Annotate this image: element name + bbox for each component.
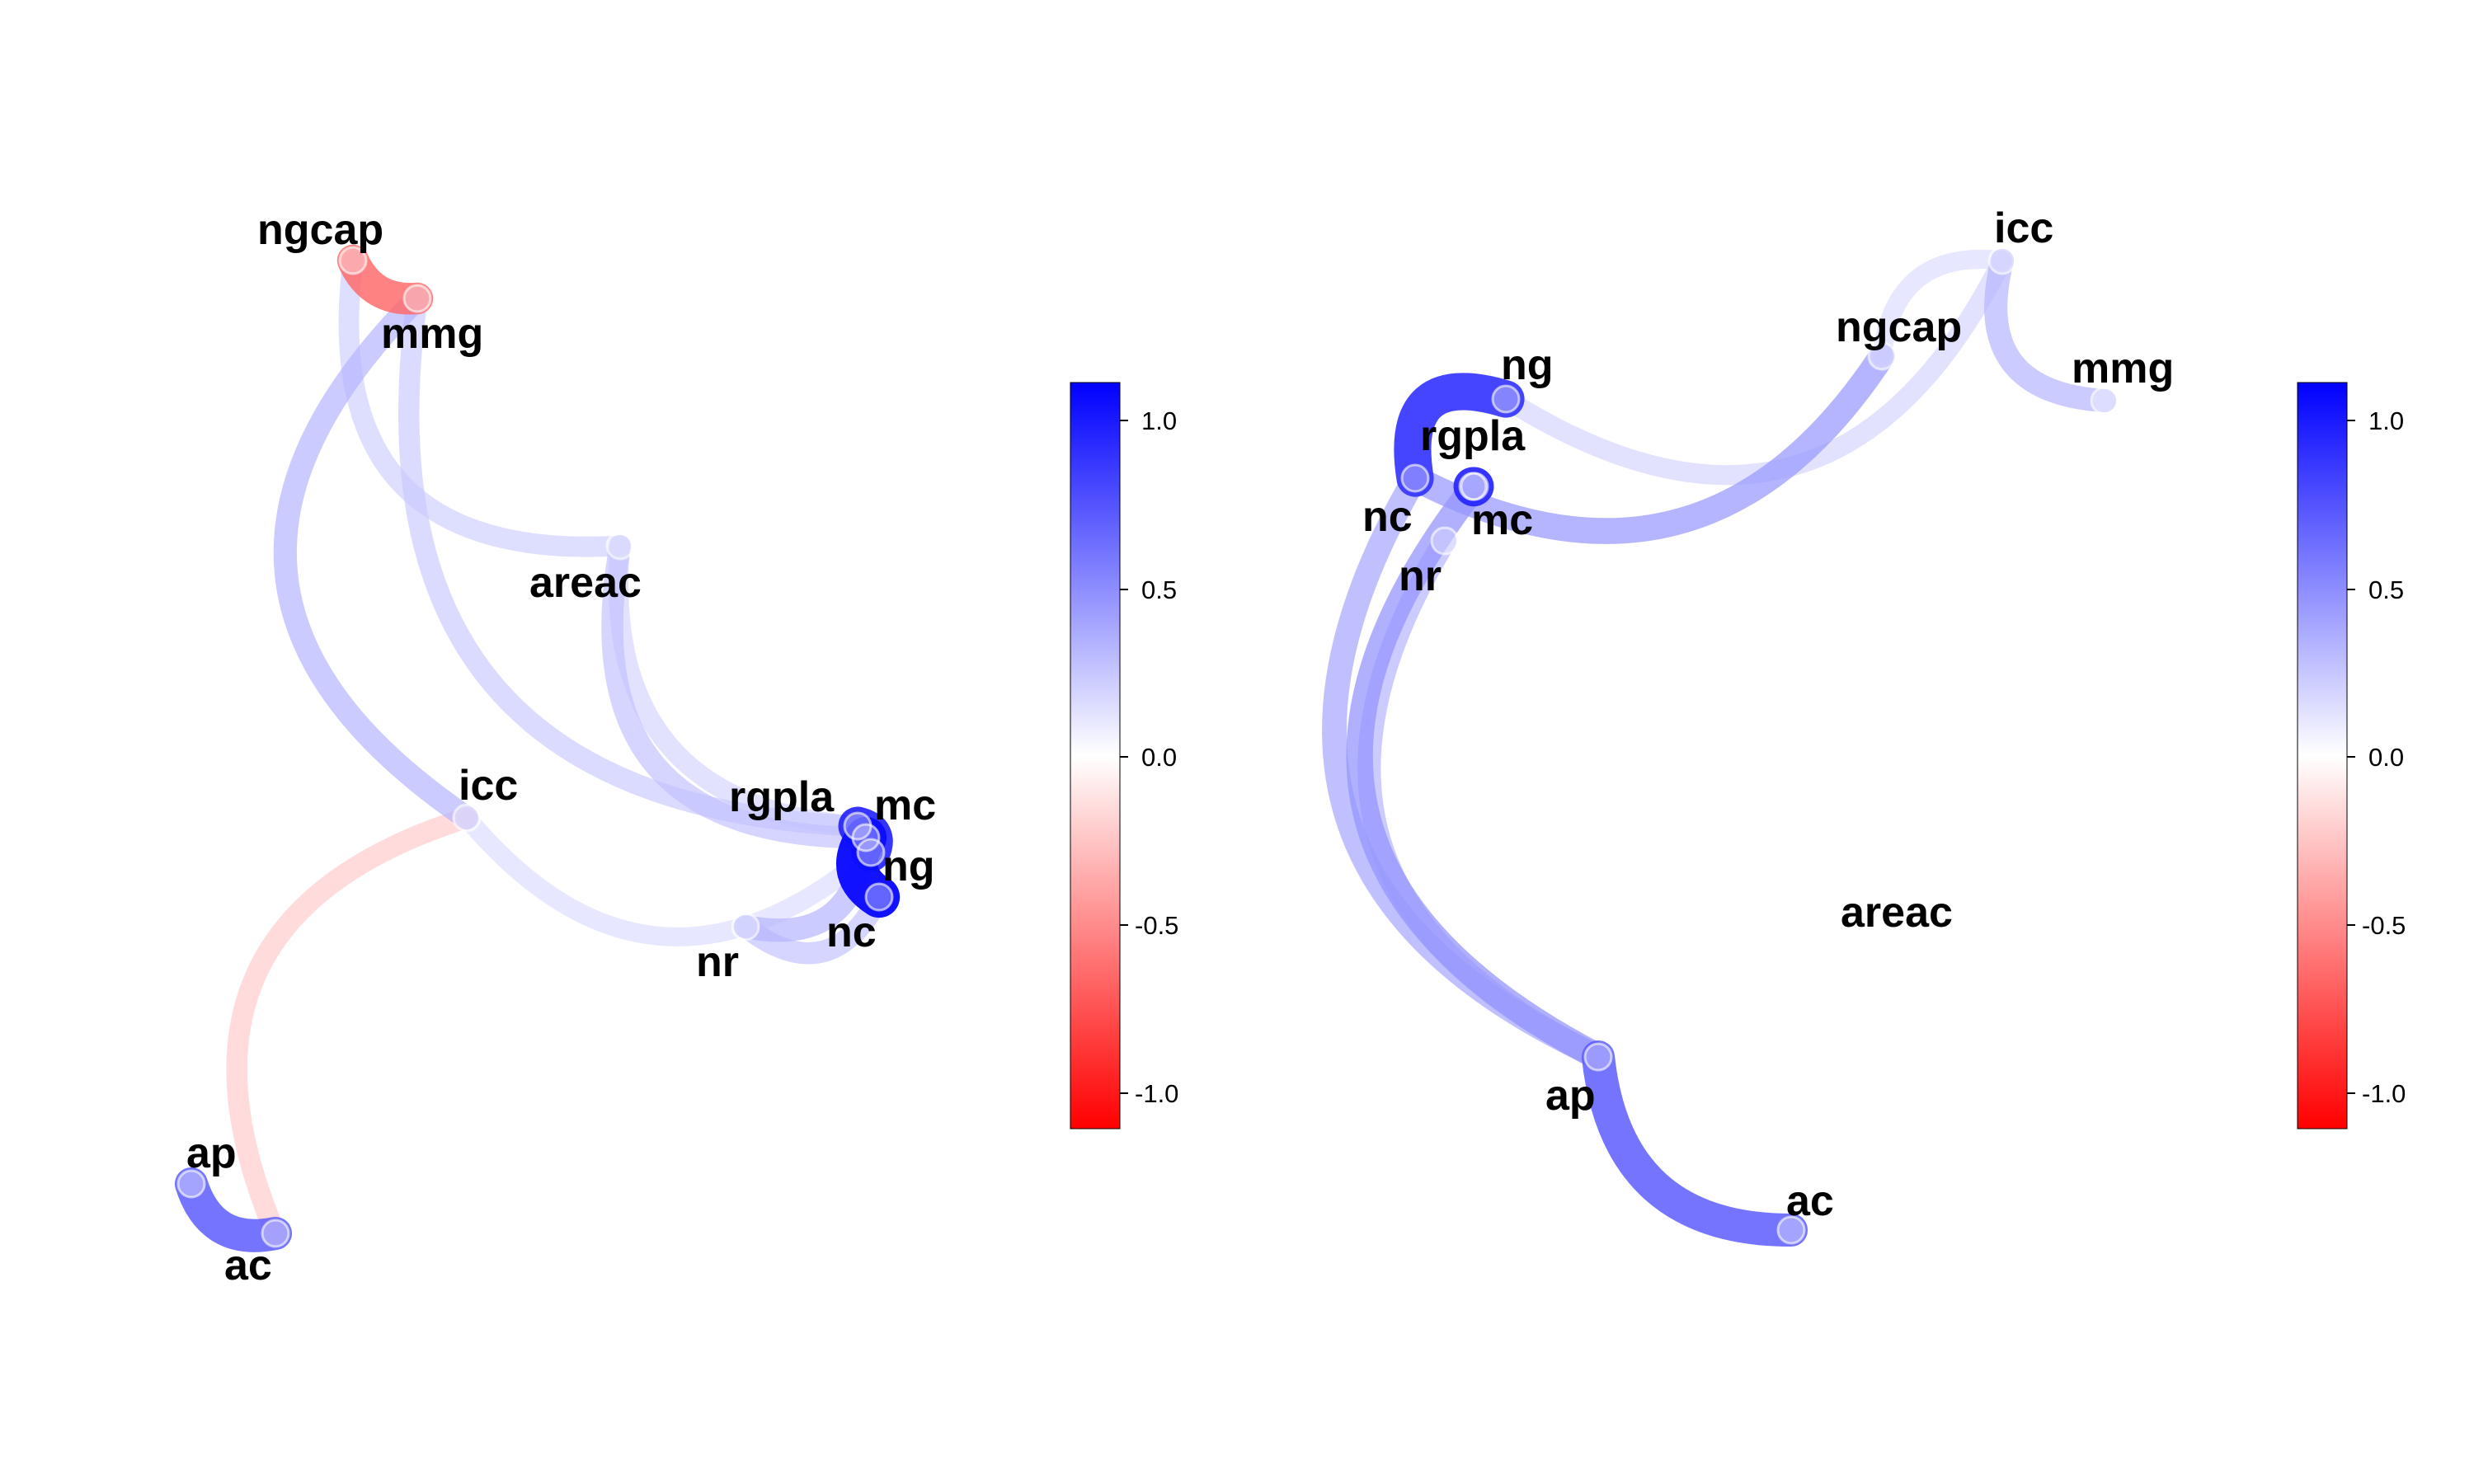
legend-tick-label: 0.0 (2368, 743, 2404, 772)
edge-rgpla-mc (1453, 467, 1494, 506)
edge-ngcap-mmg (336, 244, 434, 315)
edge-icc-mmg (1984, 248, 2117, 413)
legend-tick-label: 0.0 (1141, 743, 1177, 772)
node-nr (1430, 526, 1460, 556)
node-mmg (2090, 386, 2119, 416)
node-layer (1400, 246, 2119, 1245)
node-label-rgpla: rgpla (1420, 412, 1526, 460)
legend-tick-label: 1.0 (2368, 406, 2404, 435)
node-label-ngcap: ngcap (1836, 303, 1962, 351)
node-label-mmg: mmg (2072, 345, 2174, 392)
edge-icc-ngcap (1872, 249, 2012, 366)
color-legend-right: 1.0 0.5 0.0 -0.5 -1.0 (2297, 382, 2406, 1129)
node-ng (856, 838, 886, 867)
node-labels: icc ngcap mmg ng rgpla nc mc nr areac ap… (1362, 204, 2174, 1225)
colorbar-left (1070, 382, 1121, 1129)
node-nr (731, 912, 760, 942)
node-mc (1460, 472, 1489, 501)
legend-tick-label: 0.5 (1141, 575, 1177, 604)
edge-ng-icc (1495, 250, 2013, 486)
legend-tick-label: 1.0 (1141, 406, 1177, 435)
node-label-ac: ac (1786, 1177, 1834, 1225)
node-ap (1583, 1042, 1613, 1072)
edge-mmg-icc (273, 286, 479, 830)
network-panel-right: icc ngcap mmg ng rgpla nc mc nr areac ap… (1322, 204, 2406, 1247)
node-label-ng: ng (1501, 341, 1554, 389)
legend-tick-label: -1.0 (1135, 1079, 1178, 1108)
legend-tick-label: 0.5 (2368, 575, 2404, 604)
legend-tick-label: -1.0 (2362, 1079, 2406, 1108)
edge-ngcap-areac (338, 250, 631, 557)
node-label-mc: mc (1471, 496, 1533, 544)
node-areac (605, 531, 635, 561)
edge-areac-mc (601, 534, 877, 849)
edge-mc-ap (1346, 472, 1612, 1071)
network-panel-left: ngcap mmg areac icc rgpla mc ng nc nr ap… (174, 206, 1178, 1289)
node-label-areac: areac (1841, 889, 1953, 937)
node-layer (176, 246, 894, 1248)
node-ap (176, 1169, 206, 1199)
edge-layer (174, 244, 901, 1252)
node-label-nr: nr (696, 938, 739, 986)
node-label-icc: icc (459, 762, 518, 810)
node-label-icc: icc (1994, 204, 2053, 252)
edge-mc-nc (836, 816, 901, 918)
node-nc (864, 882, 894, 912)
edge-icc-ac (226, 807, 477, 1244)
node-label-rgpla: rgpla (729, 773, 835, 821)
node-label-areac: areac (529, 559, 642, 607)
node-icc (452, 803, 482, 833)
node-ngcap (338, 246, 368, 275)
node-label-nr: nr (1399, 552, 1442, 600)
edge-ap-ac (1581, 1040, 1808, 1247)
legend-tick-label: -0.5 (2362, 911, 2406, 940)
edge-layer (1322, 248, 2117, 1247)
color-legend-left: 1.0 0.5 0.0 -0.5 -1.0 (1070, 382, 1178, 1129)
node-nc (1400, 463, 1430, 493)
node-ng (1491, 384, 1521, 414)
node-label-ap: ap (1545, 1072, 1596, 1120)
node-ngcap (1867, 341, 1897, 371)
node-label-ngcap: ngcap (257, 206, 383, 254)
edge-nc-ngcap (1402, 343, 1895, 544)
node-icc (1987, 246, 2017, 275)
node-label-ng: ng (882, 843, 935, 890)
node-mmg (402, 284, 432, 313)
legend-tick-label: -0.5 (1135, 911, 1178, 940)
node-ac (1776, 1215, 1806, 1245)
node-label-nc: nc (826, 909, 877, 956)
node-ac (261, 1219, 290, 1248)
node-label-nc: nc (1362, 493, 1413, 541)
node-label-ap: ap (186, 1129, 237, 1177)
edge-ng-nc (1394, 373, 1525, 497)
colorbar-right (2297, 382, 2348, 1129)
node-label-ac: ac (224, 1242, 272, 1289)
node-label-mmg: mmg (381, 310, 483, 358)
node-labels: ngcap mmg areac icc rgpla mc ng nc nr ap… (186, 206, 936, 1289)
node-label-mc: mc (874, 782, 936, 829)
edge-icc-ng (457, 808, 881, 946)
